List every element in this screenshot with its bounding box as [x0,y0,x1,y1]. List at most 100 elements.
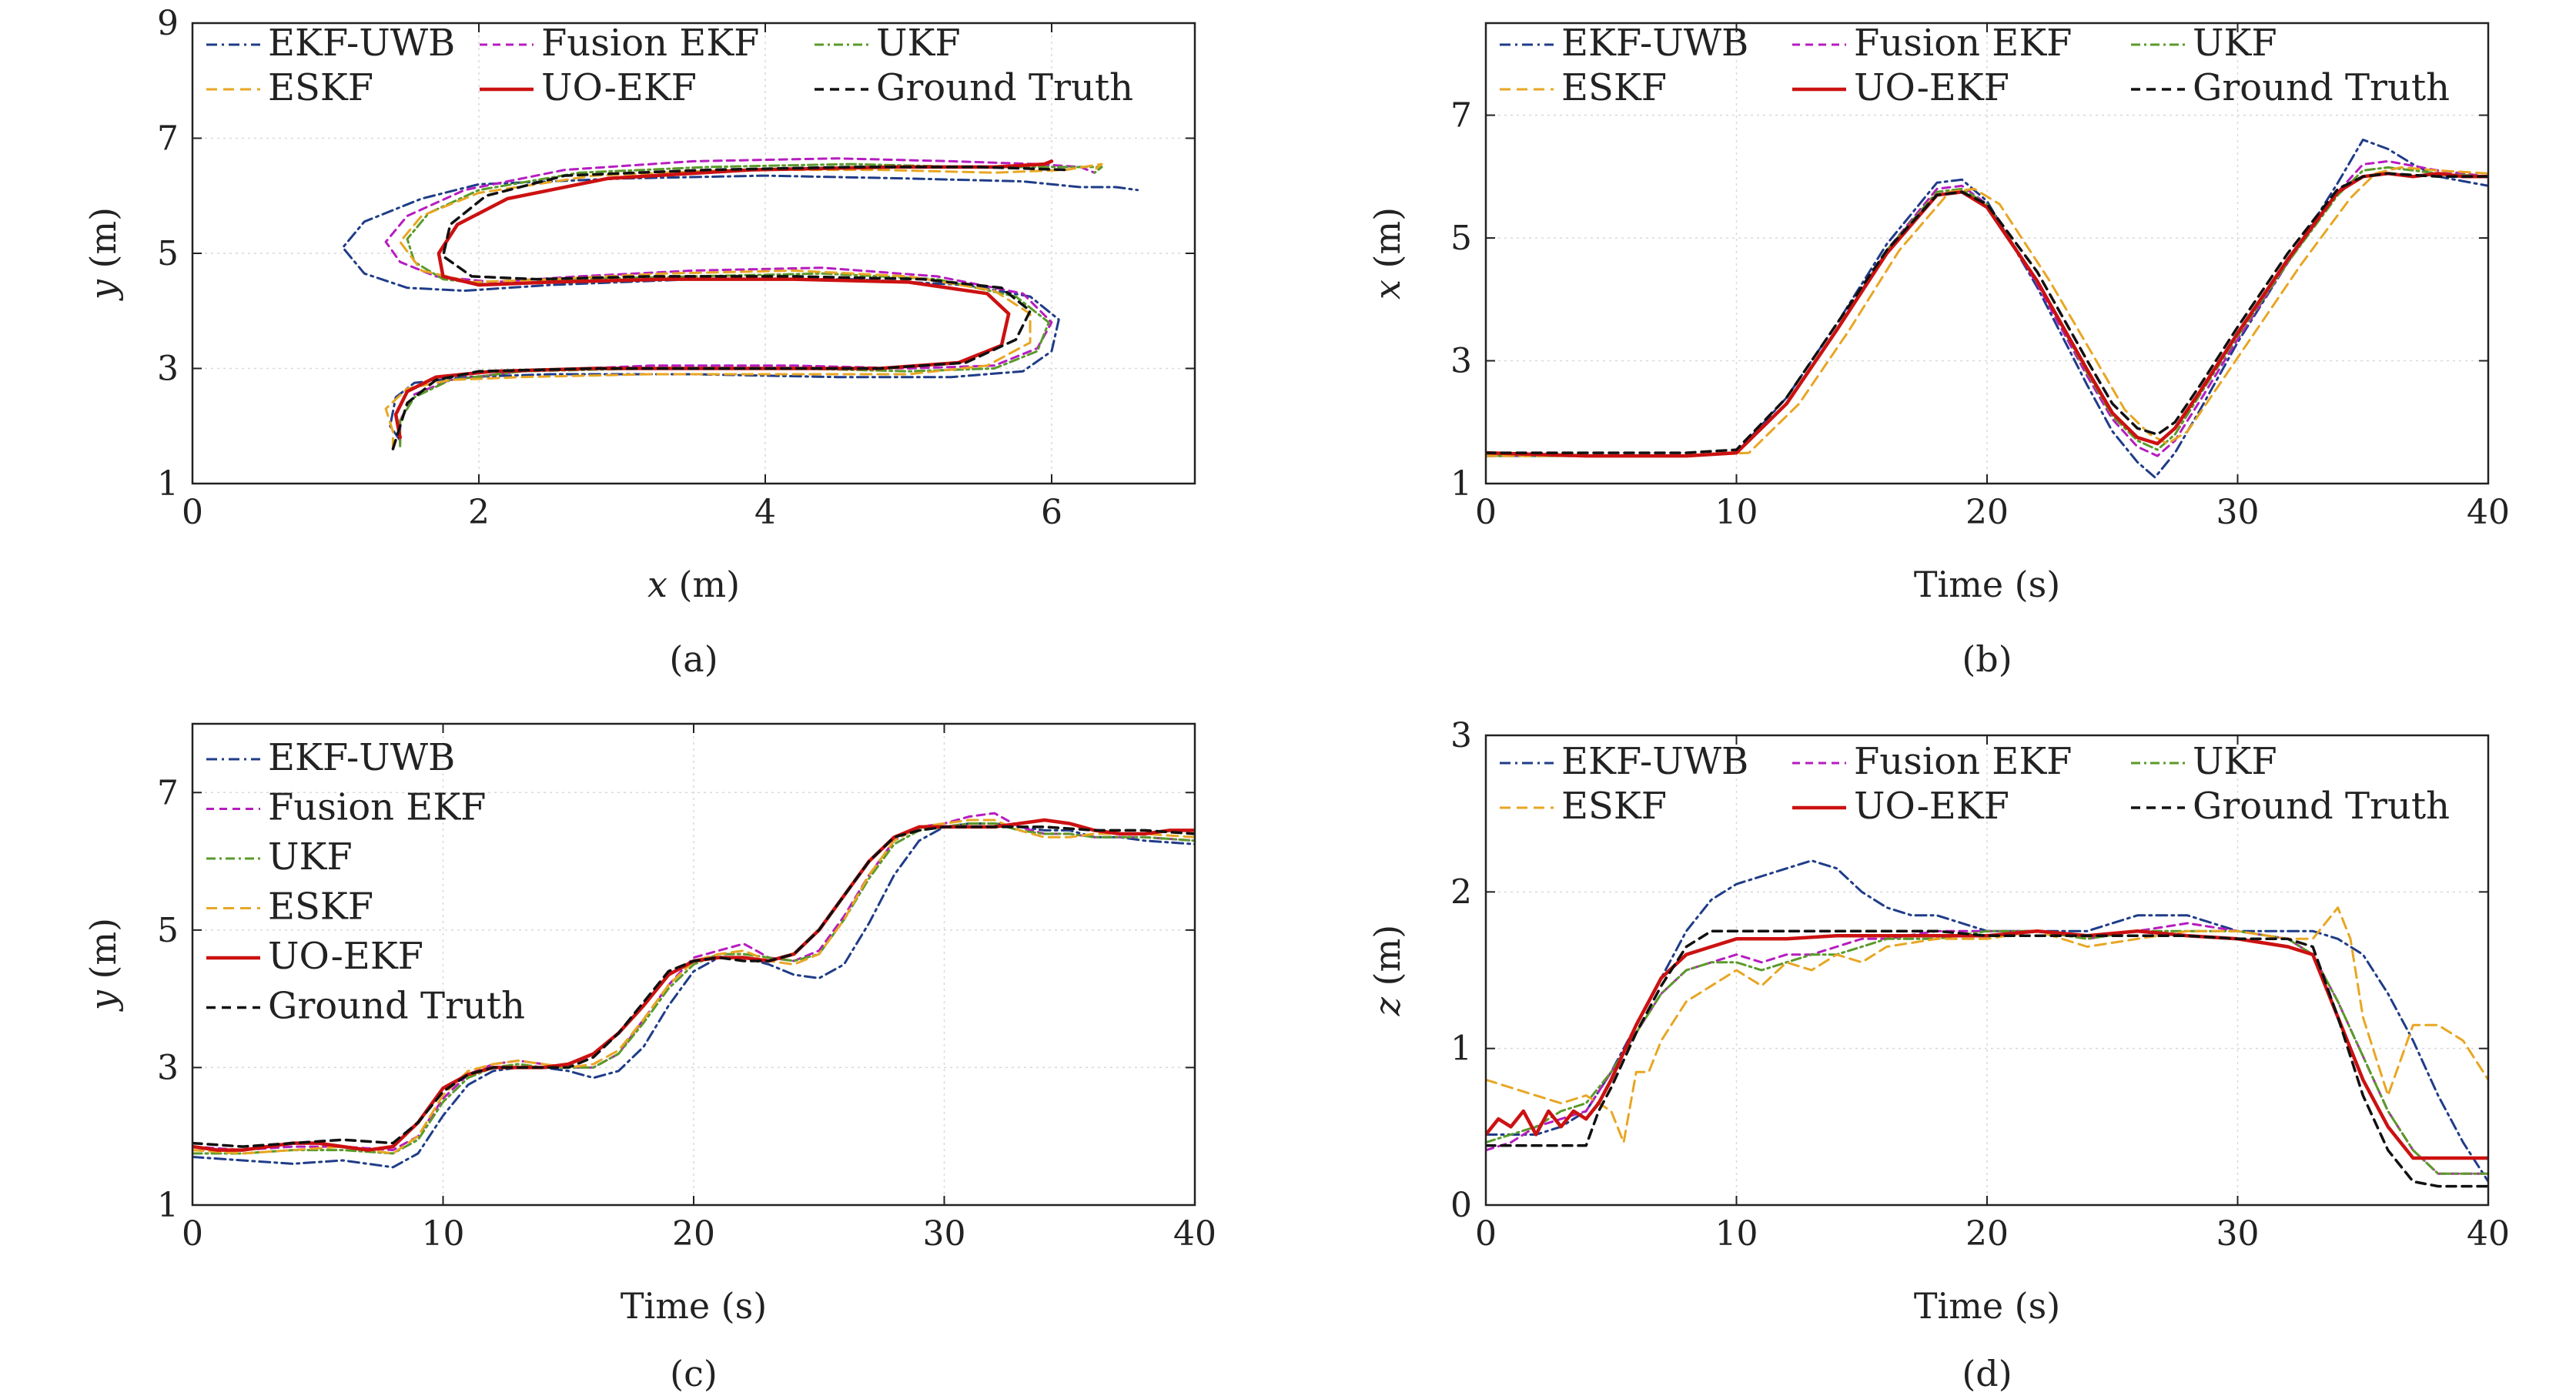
legend-label-a: EKF-UWB [268,22,455,65]
legend-label-d: UO-EKF [1854,785,2009,828]
legend-label-b: Fusion EKF [1854,22,2072,65]
x-tick-label-a: 2 [468,493,490,532]
legend-label-b: UO-EKF [1854,66,2009,109]
ticks-c: 0 10 20 30 40 1 3 5 7 [157,724,1216,1254]
y-tick-label-a: 5 [157,234,179,273]
x-tick-label-d: 20 [1965,1214,2009,1254]
caption-a: (a) [669,638,718,680]
y-tick-label-c: 1 [157,1186,179,1225]
x-tick-label-c: 0 [182,1214,203,1254]
series-line-ground-truth-a [391,166,1068,450]
legend-label-a: Ground Truth [876,66,1133,109]
y-tick-label-a: 3 [157,350,179,389]
y-tick-label-b: 3 [1450,342,1472,381]
legend-label-d: UKF [2193,740,2277,783]
x-tick-label-b: 0 [1475,493,1497,532]
y-axis-label-c: y (m) [82,918,124,1012]
series-group-a [341,157,1139,450]
series-line-ground-truth-d [1486,929,2488,1188]
series-line-fusion-ekf-c [192,812,1195,1152]
y-axis-label-d: z (m) [1367,925,1408,1016]
series-line-eskf-c [192,819,1195,1155]
x-axis-label-b: Time (s) [1914,564,2060,605]
caption-d: (d) [1962,1353,2012,1394]
y-tick-label-c: 5 [157,911,179,950]
legend-label-c: Fusion EKF [268,786,486,829]
legend-label-a: Fusion EKF [541,22,759,65]
series-line-eskf-d [1486,906,2488,1144]
x-tick-label-c: 30 [923,1214,966,1254]
legend-label-d: EKF-UWB [1561,740,1748,783]
x-tick-label-c: 20 [672,1214,715,1254]
x-tick-label-d: 10 [1715,1214,1758,1254]
legend-label-b: EKF-UWB [1561,22,1748,65]
y-tick-label-b: 5 [1450,219,1472,258]
legend-d: EKF-UWB Fusion EKF UKF ESKF UO-EKF Ground Tru… [1500,740,2450,828]
y-tick-label-d: 2 [1450,872,1472,912]
panel-c: 0 10 20 30 40 1 3 5 7 EKF-UWB Fusion EKF UKF ESKF UO… [82,722,1216,1394]
y-tick-label-a: 1 [157,464,179,504]
legend-label-b: ESKF [1561,66,1667,109]
x-tick-label-a: 0 [182,493,203,532]
legend-a: EKF-UWB Fusion EKF UKF ESKF UO-EKF Ground Tru… [206,22,1133,109]
x-tick-label-b: 40 [2467,493,2510,532]
legend-label-c: UO-EKF [268,935,423,978]
panel-a: 0 2 4 6 1 3 5 7 9 EKF-UWB Fusion EKF UKF ESKF UO-EKF… [82,4,1196,680]
x-tick-label-b: 30 [2216,493,2260,532]
x-tick-label-d: 40 [2467,1214,2510,1254]
ticks-a: 0 2 4 6 1 3 5 7 9 [157,4,1195,532]
legend-label-c: Ground Truth [268,985,525,1028]
ticks-d: 0 10 20 30 40 0 1 2 3 [1450,716,2510,1254]
legend-c: EKF-UWB Fusion EKF UKF ESKF UO-EKF Ground Tru… [206,736,525,1028]
series-line-uo-ekf-b [1486,172,2488,458]
legend-label-d: ESKF [1561,785,1667,828]
y-tick-label-c: 7 [157,773,179,812]
series-group-b [1486,139,2488,479]
series-group-c [192,812,1195,1169]
legend-label-a: ESKF [268,66,373,109]
series-line-ekf-uwb-b [1486,139,2488,479]
y-axis-label-a: y (m) [82,207,124,301]
y-tick-label-d: 3 [1450,716,1472,755]
caption-b: (b) [1962,638,2012,680]
panel-d: 0 10 20 30 40 0 1 2 3 EKF-UWB Fusion EKF UKF ESKF UO… [1367,716,2510,1394]
y-tick-label-d: 1 [1450,1029,1472,1069]
y-tick-label-b: 1 [1450,464,1472,504]
series-line-ground-truth-b [1486,172,2488,454]
legend-label-a: UO-EKF [541,66,697,109]
legend-label-c: ESKF [268,885,373,929]
x-tick-label-d: 0 [1475,1214,1497,1254]
legend-label-c: UKF [268,835,353,879]
panel-b: 0 10 20 30 40 1 3 5 7 EKF-UWB Fusion EKF UKF ESKF UO… [1367,22,2510,680]
x-tick-label-b: 10 [1715,493,1758,532]
legend-label-a: UKF [876,22,961,65]
series-group-d [1486,859,2488,1188]
x-axis-label-a: x (m) [647,564,740,605]
x-tick-label-c: 10 [422,1214,465,1254]
y-tick-label-a: 7 [157,119,179,159]
x-tick-label-a: 4 [754,493,776,532]
x-axis-label-d: Time (s) [1914,1285,2060,1327]
legend-label-b: UKF [2193,22,2277,65]
x-axis-label-c: Time (s) [621,1285,767,1327]
legend-label-b: Ground Truth [2193,66,2450,109]
x-tick-label-d: 30 [2216,1214,2260,1254]
y-tick-label-c: 3 [157,1048,179,1087]
legend-label-d: Fusion EKF [1854,740,2072,783]
y-tick-label-a: 9 [157,4,179,43]
x-tick-label-a: 6 [1041,493,1062,532]
series-line-eskf-b [1486,166,2488,457]
legend-label-d: Ground Truth [2193,785,2450,828]
ticks-b: 0 10 20 30 40 1 3 5 7 [1450,23,2510,532]
series-line-uo-ekf-d [1486,929,2488,1160]
caption-c: (c) [670,1353,718,1394]
y-tick-label-b: 7 [1450,96,1472,136]
legend-b: EKF-UWB Fusion EKF UKF ESKF UO-EKF Ground Tru… [1500,22,2450,109]
legend-label-c: EKF-UWB [268,736,455,779]
y-tick-label-d: 0 [1450,1186,1472,1225]
x-tick-label-b: 20 [1965,493,2009,532]
series-line-ground-truth-c [192,825,1195,1148]
x-tick-label-c: 40 [1173,1214,1216,1254]
y-axis-label-b: x (m) [1367,207,1408,300]
